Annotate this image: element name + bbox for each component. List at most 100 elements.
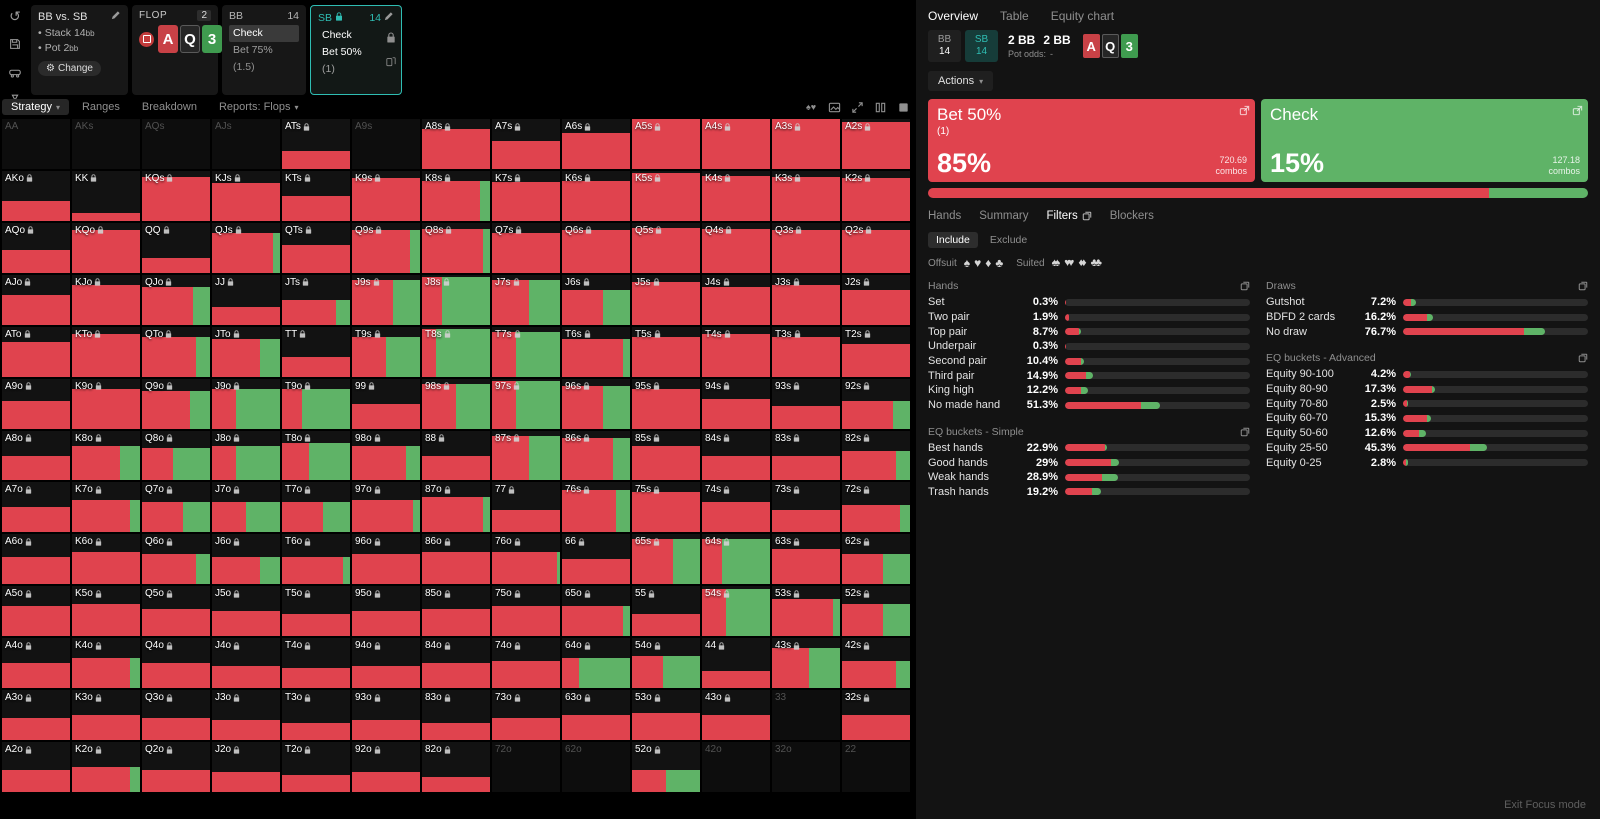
filter-row-underpair[interactable]: Underpair 0.3% <box>928 339 1250 354</box>
hand-cell-84s[interactable]: 84s <box>702 430 770 481</box>
hand-cell-K3s[interactable]: K3s <box>772 170 840 221</box>
hand-cell-KQo[interactable]: KQo <box>72 222 140 273</box>
hand-cell-JJ[interactable]: JJ <box>212 274 280 325</box>
hand-cell-43o[interactable]: 43o <box>702 690 770 741</box>
hand-cell-53s[interactable]: 53s <box>772 586 840 637</box>
hand-cell-K9o[interactable]: K9o <box>72 378 140 429</box>
hand-cell-74o[interactable]: 74o <box>492 638 560 689</box>
sb-action-panel[interactable]: SB 14 Check Bet 50% (1) <box>310 5 402 95</box>
hand-cell-64s[interactable]: 64s <box>702 534 770 585</box>
copy-icon[interactable] <box>1240 427 1250 437</box>
hand-cell-T9o[interactable]: T9o <box>282 378 350 429</box>
hand-cell-T6s[interactable]: T6s <box>562 326 630 377</box>
filter-row-no-made-hand[interactable]: No made hand 51.3% <box>928 398 1250 413</box>
hand-cell-75o[interactable]: 75o <box>492 586 560 637</box>
copy-icon[interactable] <box>1082 211 1092 221</box>
hand-cell-AJs[interactable]: AJs <box>212 119 280 169</box>
hand-cell-ATo[interactable]: ATo <box>2 326 70 377</box>
bet-action-box[interactable]: Bet 50% (1) 85% 720.69 combos <box>928 99 1255 182</box>
suit-diamond-icon[interactable]: ♦ <box>985 256 992 270</box>
hand-cell-98o[interactable]: 98o <box>352 430 420 481</box>
hand-cell-72o[interactable]: 72o <box>492 742 560 792</box>
split-view-icon[interactable] <box>873 100 887 114</box>
hand-cell-73s[interactable]: 73s <box>772 482 840 533</box>
filter-row-equity-25-50[interactable]: Equity 25-50 45.3% <box>1266 441 1588 456</box>
hand-cell-K4s[interactable]: K4s <box>702 170 770 221</box>
copy-icon[interactable] <box>1240 281 1250 291</box>
hand-cell-83o[interactable]: 83o <box>422 690 490 741</box>
hand-cell-KQs[interactable]: KQs <box>142 170 210 221</box>
hand-cell-93o[interactable]: 93o <box>352 690 420 741</box>
filter-row-good-hands[interactable]: Good hands 29% <box>928 455 1250 470</box>
hand-cell-Q7o[interactable]: Q7o <box>142 482 210 533</box>
hand-cell-T3s[interactable]: T3s <box>772 326 840 377</box>
hand-cell-KTo[interactable]: KTo <box>72 326 140 377</box>
hand-cell-95o[interactable]: 95o <box>352 586 420 637</box>
hand-cell-TT[interactable]: TT <box>282 326 350 377</box>
actions-dropdown[interactable]: Actions ▾ <box>928 71 994 91</box>
hand-cell-A3o[interactable]: A3o <box>2 690 70 741</box>
filter-row-trash-hands[interactable]: Trash hands 19.2% <box>928 485 1250 500</box>
hand-cell-32s[interactable]: 32s <box>842 690 910 741</box>
hand-cell-Q8s[interactable]: Q8s <box>422 222 490 273</box>
hand-cell-ATs[interactable]: ATs <box>282 119 350 169</box>
hand-cell-K2o[interactable]: K2o <box>72 742 140 792</box>
hand-cell-T8s[interactable]: T8s <box>422 326 490 377</box>
filter-row-no-draw[interactable]: No draw 76.7% <box>1266 324 1588 339</box>
hand-cell-A9s[interactable]: A9s <box>352 119 420 169</box>
suited-club-icon[interactable]: ♣♣ <box>1090 257 1103 269</box>
hand-cell-JTs[interactable]: JTs <box>282 274 350 325</box>
hand-cell-Q4o[interactable]: Q4o <box>142 638 210 689</box>
hand-cell-K8o[interactable]: K8o <box>72 430 140 481</box>
hand-cell-32o[interactable]: 32o <box>772 742 840 792</box>
hand-cell-J3o[interactable]: J3o <box>212 690 280 741</box>
filter-mode-include[interactable]: Include <box>928 232 978 248</box>
hand-cell-Q2s[interactable]: Q2s <box>842 222 910 273</box>
hand-cell-KK[interactable]: KK <box>72 170 140 221</box>
filter-row-gutshot[interactable]: Gutshot 7.2% <box>1266 295 1588 310</box>
hand-cell-Q4s[interactable]: Q4s <box>702 222 770 273</box>
hand-cell-J5s[interactable]: J5s <box>632 274 700 325</box>
toolbar-tab-reports-flops[interactable]: Reports: Flops ▾ <box>218 101 299 113</box>
filter-row-top-pair[interactable]: Top pair 8.7% <box>928 324 1250 339</box>
hand-cell-A6s[interactable]: A6s <box>562 119 630 169</box>
filter-row-equity-60-70[interactable]: Equity 60-70 15.3% <box>1266 411 1588 426</box>
undo-icon[interactable]: ↺ <box>9 7 21 24</box>
hand-cell-A9o[interactable]: A9o <box>2 378 70 429</box>
hand-cell-J2o[interactable]: J2o <box>212 742 280 792</box>
hand-cell-Q6s[interactable]: Q6s <box>562 222 630 273</box>
hand-cell-64o[interactable]: 64o <box>562 638 630 689</box>
hand-cell-96o[interactable]: 96o <box>352 534 420 585</box>
hand-cell-86o[interactable]: 86o <box>422 534 490 585</box>
filter-row-equity-90-100[interactable]: Equity 90-100 4.2% <box>1266 367 1588 382</box>
edit-sb-icon[interactable] <box>384 11 394 24</box>
hand-cell-J8s[interactable]: J8s <box>422 274 490 325</box>
hand-cell-A4o[interactable]: A4o <box>2 638 70 689</box>
popout-icon[interactable] <box>1239 103 1250 121</box>
hand-cell-AQo[interactable]: AQo <box>2 222 70 273</box>
filter-row-bdfd-2-cards[interactable]: BDFD 2 cards 16.2% <box>1266 310 1588 325</box>
hand-cell-A4s[interactable]: A4s <box>702 119 770 169</box>
hand-cell-T7o[interactable]: T7o <box>282 482 350 533</box>
hand-cell-J9o[interactable]: J9o <box>212 378 280 429</box>
suits-toggle-icon[interactable]: ♠♥ <box>805 102 817 112</box>
hand-cell-76o[interactable]: 76o <box>492 534 560 585</box>
edit-match-icon[interactable] <box>111 10 121 23</box>
hand-cell-92s[interactable]: 92s <box>842 378 910 429</box>
filter-mode-exclude[interactable]: Exclude <box>989 234 1028 246</box>
hand-cell-94s[interactable]: 94s <box>702 378 770 429</box>
hand-cell-84o[interactable]: 84o <box>422 638 490 689</box>
hand-cell-85s[interactable]: 85s <box>632 430 700 481</box>
hand-cell-63o[interactable]: 63o <box>562 690 630 741</box>
hand-cell-54s[interactable]: 54s <box>702 586 770 637</box>
hand-cell-Q5o[interactable]: Q5o <box>142 586 210 637</box>
save-icon[interactable] <box>7 36 23 52</box>
hand-cell-76s[interactable]: 76s <box>562 482 630 533</box>
panel-tab-summary[interactable]: Summary <box>979 210 1029 222</box>
position-chip-bb[interactable]: BB 14 <box>928 30 961 62</box>
hand-cell-J5o[interactable]: J5o <box>212 586 280 637</box>
hand-cell-J3s[interactable]: J3s <box>772 274 840 325</box>
hand-cell-AKo[interactable]: AKo <box>2 170 70 221</box>
hand-cell-K2s[interactable]: K2s <box>842 170 910 221</box>
hand-cell-22[interactable]: 22 <box>842 742 910 792</box>
